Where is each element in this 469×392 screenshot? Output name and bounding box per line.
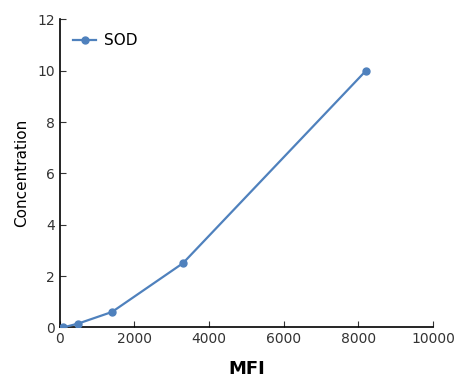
X-axis label: MFI: MFI [228, 360, 265, 378]
Legend: SOD: SOD [68, 27, 144, 54]
Y-axis label: Concentration: Concentration [14, 119, 29, 227]
